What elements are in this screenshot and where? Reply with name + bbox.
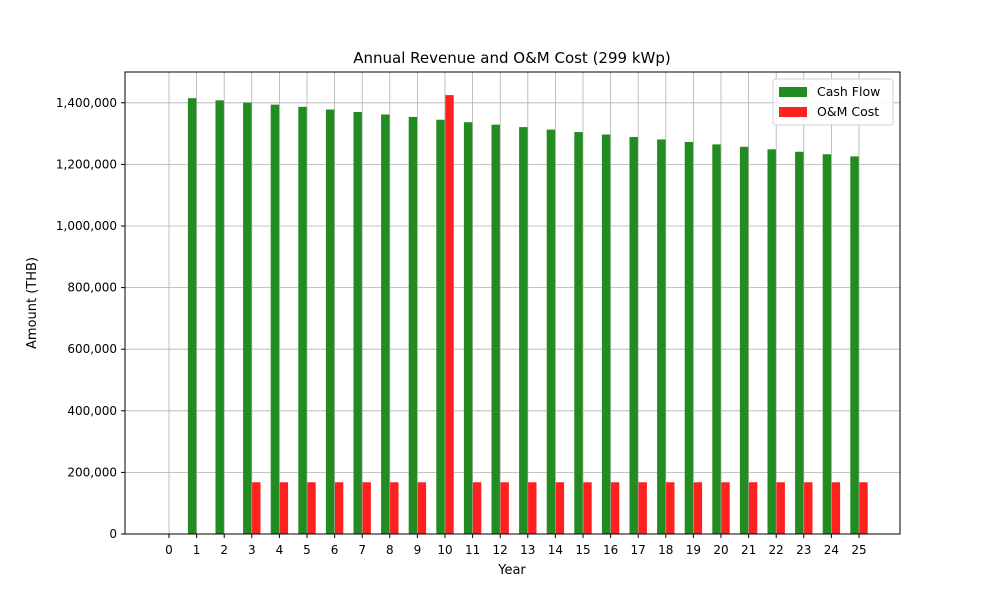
om-cost-bar	[334, 482, 344, 534]
om-cost-bar	[859, 482, 868, 534]
y-tick-label: 1,000,000	[56, 219, 117, 233]
cash-flow-bar	[574, 132, 583, 534]
y-tick-label: 600,000	[67, 342, 117, 356]
cash-flow-bar	[629, 136, 638, 534]
cash-flow-bar	[519, 127, 528, 534]
legend-label: O&M Cost	[817, 104, 879, 119]
x-tick-label: 20	[713, 543, 728, 557]
cash-flow-bar	[298, 106, 307, 534]
x-tick-label: 12	[493, 543, 508, 557]
cash-flow-bar	[546, 129, 556, 534]
x-tick-label: 11	[465, 543, 480, 557]
om-cost-bar	[472, 482, 482, 534]
cash-flow-bar	[767, 149, 776, 535]
om-cost-bar	[693, 482, 703, 534]
x-tick-label: 10	[437, 543, 452, 557]
x-tick-label: 3	[248, 543, 256, 557]
plot-frame	[124, 71, 901, 535]
x-tick-label: 18	[658, 543, 673, 557]
om-cost-bar	[252, 482, 261, 534]
legend-label: Cash Flow	[817, 84, 880, 99]
x-tick-label: 16	[603, 543, 618, 557]
om-cost-bar	[417, 482, 427, 534]
y-tick-label: 800,000	[67, 281, 117, 295]
x-tick-label: 24	[824, 543, 839, 557]
cash-flow-bar	[408, 116, 418, 534]
om-cost-bar	[307, 482, 316, 534]
om-cost-bar	[362, 482, 371, 534]
y-axis-label: Amount (THB)	[25, 257, 40, 349]
cash-flow-bar	[795, 151, 804, 534]
cash-flow-bar	[684, 141, 694, 534]
x-tick-label: 22	[769, 543, 784, 557]
cash-flow-bar	[850, 156, 859, 534]
x-tick-label: 15	[575, 543, 590, 557]
x-tick-label: 9	[414, 543, 422, 557]
x-tick-label: 19	[686, 543, 701, 557]
cash-flow-bar	[601, 134, 611, 535]
x-tick-label: 21	[741, 543, 756, 557]
om-cost-bar	[583, 482, 592, 534]
x-tick-label: 2	[220, 543, 228, 557]
cash-flow-bar	[215, 100, 224, 534]
y-tick-label: 1,400,000	[56, 96, 117, 110]
x-axis-label: Year	[497, 563, 526, 578]
chart-title: Annual Revenue and O&M Cost (299 kWp)	[353, 49, 670, 67]
x-tick-label: 6	[331, 543, 339, 557]
x-tick-label: 23	[796, 543, 811, 557]
legend: Cash Flow O&M Cost	[772, 78, 894, 126]
x-axis: 0 1 2 3 4 5 6 7 8 9 10 11 12 13 14 15 16 17 18 19 20 21 22 23 24…	[165, 534, 867, 557]
cash-flow-bar	[187, 98, 197, 535]
x-tick-label: 14	[548, 543, 563, 557]
y-tick-label: 400,000	[67, 404, 117, 418]
grid	[125, 72, 900, 535]
bars	[187, 95, 868, 535]
om-cost-bar	[721, 482, 730, 534]
om-cost-bar	[279, 482, 289, 534]
om-cost-bar	[445, 95, 454, 534]
om-cost-bar	[831, 482, 841, 534]
cash-flow-bar	[243, 102, 252, 534]
cash-flow-bar	[712, 144, 721, 534]
x-tick-label: 5	[303, 543, 311, 557]
om-cost-bar	[500, 482, 509, 534]
y-axis: 0 200,000 400,000 600,000 800,000 1,000,000 1,…	[56, 96, 125, 541]
x-tick-label: 8	[386, 543, 394, 557]
cash-flow-bar	[381, 114, 390, 534]
cash-flow-bar	[463, 122, 473, 534]
cash-flow-bar	[491, 124, 500, 534]
x-tick-label: 25	[851, 543, 866, 557]
cash-flow-bar	[325, 109, 335, 535]
cash-flow-bar	[436, 119, 445, 535]
cash-flow-bar	[270, 104, 280, 534]
om-cost-bar	[638, 482, 647, 534]
cash-flow-bar	[353, 112, 362, 534]
x-tick-label: 1	[193, 543, 201, 557]
x-tick-label: 7	[358, 543, 366, 557]
om-cost-bar	[528, 482, 537, 534]
x-tick-label: 17	[631, 543, 646, 557]
om-cost-bar	[610, 482, 620, 534]
y-tick-label: 1,200,000	[56, 157, 117, 171]
om-cost-bar	[390, 482, 399, 534]
om-cost-bar	[555, 482, 565, 534]
y-tick-label: 200,000	[67, 465, 117, 479]
x-tick-label: 0	[165, 543, 173, 557]
x-tick-label: 4	[276, 543, 284, 557]
om-cost-bar	[666, 482, 675, 534]
cash-flow-bar	[657, 139, 666, 534]
x-tick-label: 13	[520, 543, 535, 557]
y-tick-label: 0	[109, 527, 117, 541]
legend-swatch	[779, 87, 807, 97]
legend-swatch	[779, 107, 807, 117]
om-cost-bar	[776, 482, 785, 534]
om-cost-bar	[804, 482, 813, 534]
cash-flow-bar	[822, 154, 832, 534]
om-cost-bar	[748, 482, 758, 534]
cash-flow-bar	[739, 146, 749, 534]
